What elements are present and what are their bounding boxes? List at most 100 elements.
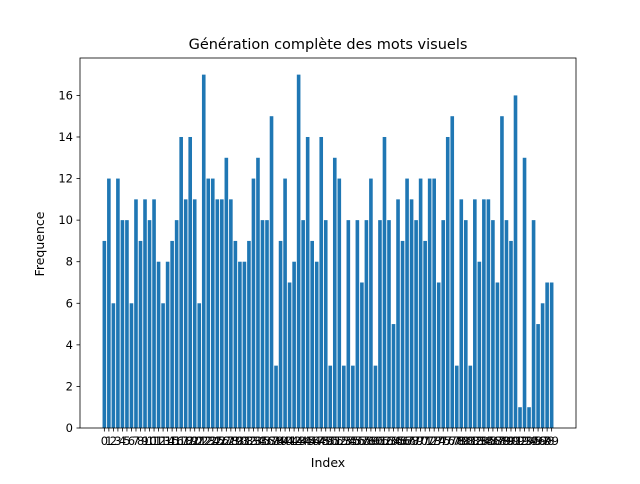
x-tick-label: 44: [296, 434, 311, 448]
bar: [107, 178, 111, 428]
bar: [215, 199, 220, 428]
bar: [382, 136, 387, 428]
bar: [120, 220, 125, 428]
bar: [441, 220, 446, 428]
bar: [482, 199, 486, 428]
bar: [549, 282, 554, 428]
x-tick-label: 10: [142, 434, 157, 448]
x-tick-label: 63: [382, 434, 397, 448]
x-tick-label: 33: [246, 434, 261, 448]
bar: [450, 116, 455, 429]
bar: [396, 199, 400, 428]
bar: [518, 407, 522, 428]
bar: [183, 199, 188, 428]
bar: [152, 199, 156, 428]
bar: [210, 178, 215, 428]
x-tick-label: 84: [477, 434, 492, 448]
bar: [459, 199, 464, 428]
bar: [165, 261, 170, 428]
x-tick-label: 56: [350, 434, 365, 448]
bar: [251, 178, 256, 428]
bar: [129, 303, 134, 428]
x-tick-label: 43: [291, 434, 306, 448]
bar: [427, 178, 432, 428]
bar: [486, 199, 491, 428]
y-tick-label: 12: [58, 172, 73, 186]
x-tick-label: 5: [123, 434, 130, 448]
x-tick-label: 4: [119, 434, 126, 448]
x-tick-label: 45: [300, 434, 315, 448]
x-tick-label: 92: [513, 434, 528, 448]
bar: [143, 199, 147, 428]
x-tick-label: 93: [517, 434, 532, 448]
bar: [134, 199, 138, 428]
x-tick-label: 51: [327, 434, 342, 448]
x-tick-label: 38: [269, 434, 284, 448]
x-tick-label: 20: [187, 434, 202, 448]
bar: [242, 261, 247, 428]
x-tick-label: 73: [427, 434, 442, 448]
x-tick-label: 74: [431, 434, 446, 448]
bar: [463, 220, 468, 428]
x-tick-label: 75: [436, 434, 451, 448]
bar: [220, 199, 224, 428]
bar: [310, 240, 314, 428]
bar: [468, 365, 473, 428]
bar: [436, 282, 441, 428]
bar: [224, 157, 229, 429]
x-tick-label: 65: [391, 434, 406, 448]
x-tick-label: 67: [400, 434, 415, 448]
bar: [233, 240, 238, 428]
chart-title: Génération complète des mots visuels: [189, 37, 468, 53]
x-tick-label: 27: [219, 434, 234, 448]
x-tick-label: 77: [445, 434, 460, 448]
bar: [296, 74, 301, 428]
x-tick-label: 3: [114, 434, 121, 448]
x-tick-label: 61: [373, 434, 388, 448]
x-tick-label: 8: [137, 434, 144, 448]
x-tick-label: 35: [255, 434, 270, 448]
bar: [188, 136, 193, 428]
bar: [355, 220, 360, 428]
bar: [509, 240, 513, 428]
bar: [500, 116, 504, 429]
x-tick-label: 15: [165, 434, 180, 448]
x-tick-label: 42: [287, 434, 302, 448]
bar: [445, 136, 450, 428]
bar: [201, 74, 206, 428]
x-tick-label: 53: [336, 434, 351, 448]
x-tick-label: 90: [504, 434, 519, 448]
bar: [527, 407, 531, 428]
bar: [269, 116, 274, 429]
bar: [477, 261, 482, 428]
bar: [495, 282, 500, 428]
x-tick-label: 94: [522, 434, 537, 448]
bar: [473, 199, 477, 428]
x-tick-label: 62: [377, 434, 392, 448]
bar: [287, 282, 292, 428]
bar: [111, 303, 116, 428]
y-tick-label: 14: [58, 130, 73, 144]
x-tick-label: 40: [278, 434, 293, 448]
x-tick-label: 13: [156, 434, 171, 448]
x-tick-label: 86: [486, 434, 501, 448]
bar: [491, 220, 495, 428]
bar: [170, 240, 174, 428]
x-tick-label: 16: [169, 434, 184, 448]
bar: [360, 282, 364, 428]
bar: [432, 178, 436, 428]
bar: [161, 303, 165, 428]
x-tick-label: 80: [458, 434, 473, 448]
bar: [328, 365, 333, 428]
bar: [391, 324, 396, 428]
bar: [301, 220, 305, 428]
bar: [238, 261, 242, 428]
bar: [351, 365, 355, 428]
x-axis-ticks: 0123456789101112131415161718192021222324…: [101, 428, 559, 448]
bar: [414, 220, 418, 428]
bar: [337, 178, 342, 428]
bar: [531, 220, 536, 428]
x-tick-label: 21: [192, 434, 207, 448]
